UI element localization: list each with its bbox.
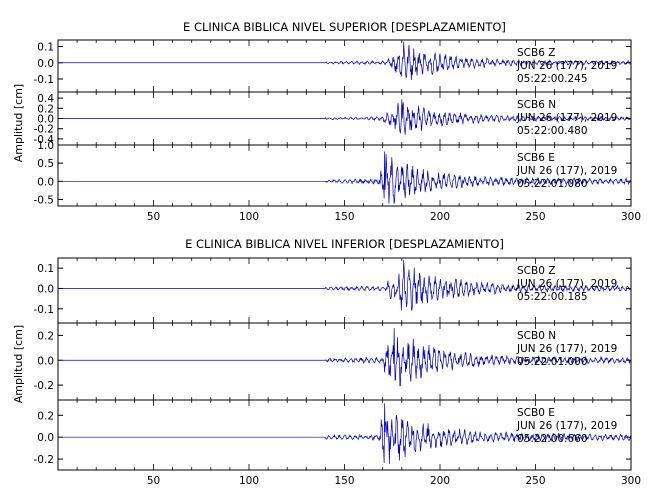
y-tick-label: -0.2 xyxy=(34,380,55,392)
y-tick-label: 0.0 xyxy=(37,283,54,295)
x-tick-label: 150 xyxy=(334,211,354,223)
station-label: SCB6 N xyxy=(517,99,556,111)
y-tick-label: -0.2 xyxy=(34,124,55,136)
y-tick-label: 1.0 xyxy=(37,140,54,152)
y-tick-label: 0.1 xyxy=(37,263,54,275)
station-label: SCB0 N xyxy=(517,330,556,342)
y-tick-label: -0.5 xyxy=(34,194,55,206)
seismic-trace xyxy=(58,327,632,387)
station-label: SCB6 E xyxy=(517,152,555,164)
y-tick-label: -0.4 xyxy=(34,134,55,146)
date-label: JUN 26 (177), 2019 xyxy=(516,60,617,72)
chart-title: E CLINICA BIBLICA NIVEL INFERIOR [DESPLA… xyxy=(185,237,504,251)
x-tick-label: 200 xyxy=(430,211,450,223)
x-tick-label: 50 xyxy=(147,211,160,223)
y-tick-label: 0.0 xyxy=(37,58,54,70)
y-tick-label: 0.0 xyxy=(37,176,54,188)
date-label: JUN 26 (177), 2019 xyxy=(516,165,617,177)
time-label: 05:22:00.660 xyxy=(517,433,588,445)
y-tick-label: -0.2 xyxy=(34,454,55,466)
y-tick-label: 0.2 xyxy=(37,103,54,115)
chart-group-2: E CLINICA BIBLICA NIVEL INFERIOR [DESPLA… xyxy=(12,237,641,487)
x-tick-label: 200 xyxy=(430,475,450,487)
seismic-trace xyxy=(58,99,632,135)
y-tick-label: 0.1 xyxy=(37,42,54,54)
date-label: JUN 26 (177), 2019 xyxy=(516,343,617,355)
y-tick-label: 0.0 xyxy=(37,432,54,444)
y-tick-label: 0.0 xyxy=(37,355,54,367)
date-label: JUN 26 (177), 2019 xyxy=(516,420,617,432)
x-tick-label: 300 xyxy=(621,475,641,487)
y-tick-label: 0.5 xyxy=(37,158,54,170)
station-label: SCB0 Z xyxy=(517,265,555,277)
time-label: 05:22:00.480 xyxy=(517,125,588,137)
time-label: 05:22:01.000 xyxy=(517,356,588,368)
seismic-trace xyxy=(58,151,632,204)
date-label: JUN 26 (177), 2019 xyxy=(516,278,617,290)
y-tick-label: 0.4 xyxy=(37,93,54,105)
y-tick-label: -0.1 xyxy=(34,74,55,86)
y-tick-label: 0.2 xyxy=(37,410,54,422)
seismic-trace xyxy=(58,260,632,311)
time-label: 05:22:00.245 xyxy=(517,73,588,85)
x-tick-label: 100 xyxy=(239,475,259,487)
x-tick-label: 250 xyxy=(525,475,545,487)
station-label: SCB0 E xyxy=(517,407,555,419)
y-axis-label: Amplitud [cm] xyxy=(12,325,25,403)
x-tick-label: 300 xyxy=(621,211,641,223)
chart-title: E CLINICA BIBLICA NIVEL SUPERIOR [DESPLA… xyxy=(183,20,506,34)
time-label: 05:22:01.080 xyxy=(517,178,588,190)
y-axis-label: Amplitud [cm] xyxy=(12,84,25,162)
x-tick-label: 100 xyxy=(239,211,259,223)
x-tick-label: 150 xyxy=(334,475,354,487)
chart-group-1: E CLINICA BIBLICA NIVEL SUPERIOR [DESPLA… xyxy=(12,20,641,223)
x-tick-label: 50 xyxy=(147,475,160,487)
y-tick-label: 0.0 xyxy=(37,114,54,126)
seismic-trace xyxy=(58,41,632,81)
x-tick-label: 250 xyxy=(525,211,545,223)
date-label: JUN 26 (177), 2019 xyxy=(516,112,617,124)
seismic-trace xyxy=(58,403,632,464)
y-tick-label: 0.2 xyxy=(37,330,54,342)
station-label: SCB6 Z xyxy=(517,47,555,59)
time-label: 05:22:00.185 xyxy=(517,291,588,303)
y-tick-label: -0.1 xyxy=(34,304,55,316)
